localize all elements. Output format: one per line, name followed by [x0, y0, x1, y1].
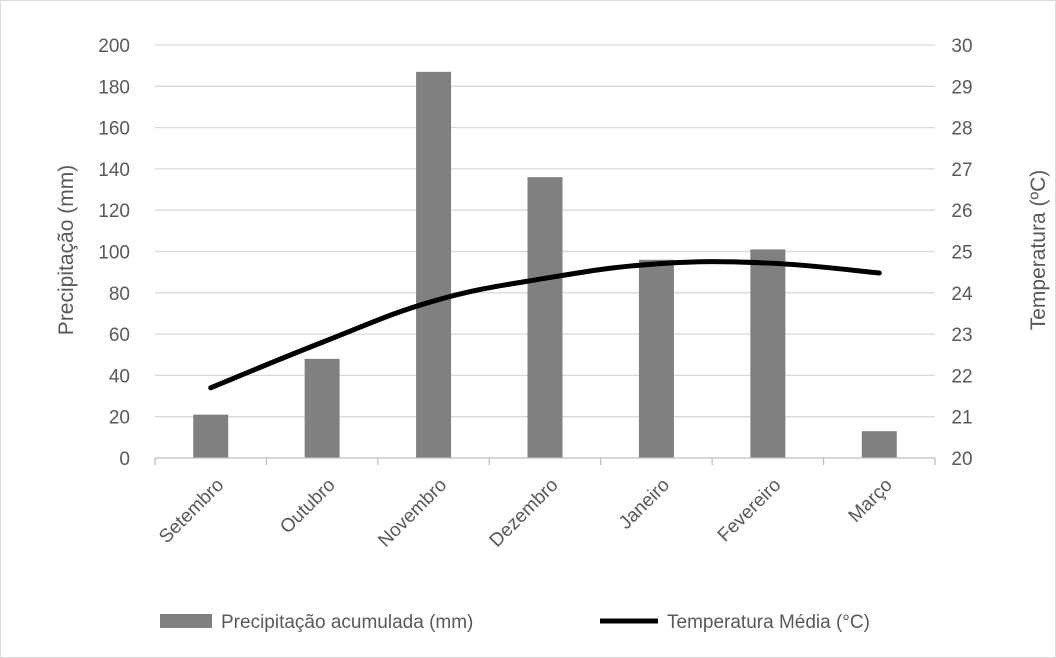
right-axis-ticks: 20 21 22 23 24 25 26 27 28 29 30 [951, 36, 973, 470]
y-right-tick-label: 29 [951, 77, 972, 98]
y-right-tick-label: 24 [951, 284, 973, 305]
y-tick-label: 0 [119, 449, 130, 470]
bar-outubro [304, 358, 340, 458]
legend-label-precipitation: Precipitação acumulada (mm) [221, 612, 473, 633]
y-right-tick-label: 25 [951, 243, 972, 264]
y-right-tick-label: 22 [951, 366, 972, 387]
precipitation-bars [193, 71, 897, 458]
legend-swatch-bar [160, 614, 212, 628]
y-tick-label: 140 [98, 160, 130, 181]
bar-dezembro [527, 177, 563, 458]
gridlines [155, 44, 935, 418]
y-right-tick-label: 28 [951, 119, 972, 140]
y-right-tick-label: 27 [951, 160, 972, 181]
y-tick-label: 60 [109, 325, 130, 346]
bar-janeiro [638, 259, 674, 458]
y-tick-label: 200 [98, 36, 130, 57]
y-right-tick-label: 23 [951, 325, 972, 346]
bar-setembro [193, 414, 229, 458]
y-tick-label: 80 [109, 284, 130, 305]
y-axis-title-right: Temperatura (ºC) [1027, 170, 1050, 331]
x-axis [154, 457, 936, 465]
y-tick-label: 100 [98, 243, 130, 264]
y-tick-label: 120 [98, 201, 130, 222]
y-right-tick-label: 21 [951, 408, 972, 429]
y-right-tick-label: 26 [951, 201, 972, 222]
bar-fevereiro [750, 249, 786, 458]
temperature-line-path [208, 259, 882, 391]
y-tick-label: 40 [109, 366, 130, 387]
bar-novembro [416, 71, 452, 458]
legend-label-temperature: Temperatura Média (°C) [667, 612, 870, 633]
y-tick-label: 160 [98, 119, 130, 140]
y-tick-label: 20 [109, 408, 130, 429]
y-tick-label: 180 [98, 77, 130, 98]
y-right-tick-label: 20 [951, 449, 972, 470]
y-right-tick-label: 30 [951, 36, 972, 57]
temperature-line [208, 259, 882, 391]
bar-março [861, 431, 897, 458]
y-axis-title: Precipitação (mm) [55, 165, 78, 335]
legend: Precipitação acumulada (mm) Temperatura … [160, 612, 870, 633]
left-axis-ticks: 0 20 40 60 80 100 120 140 160 180 200 [98, 36, 130, 470]
